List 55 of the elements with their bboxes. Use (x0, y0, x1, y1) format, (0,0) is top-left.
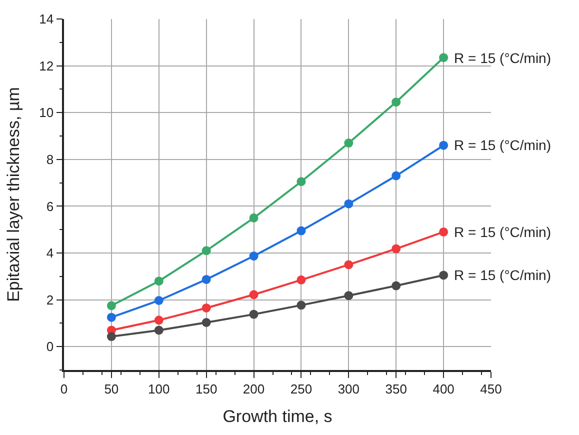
y-tick-label: 14 (39, 12, 54, 27)
y-tick-label: 12 (39, 58, 54, 74)
x-tick-label: 200 (242, 381, 265, 396)
point (202, 303, 211, 312)
point (344, 291, 354, 300)
point (296, 275, 306, 284)
x-tick-label: 50 (104, 381, 119, 396)
series-label: R = 15 (°C/min) (454, 50, 552, 66)
y-tick-label: 10 (39, 105, 54, 120)
point (392, 244, 401, 254)
point (439, 53, 448, 62)
point (106, 312, 116, 322)
point (439, 270, 448, 280)
series-label: R = 15 (°C/min) (454, 224, 552, 240)
point (439, 227, 448, 236)
point (249, 213, 258, 222)
y-tick-label: 4 (46, 246, 54, 261)
x-tick-label: 350 (385, 381, 407, 396)
y-tick-label: 6 (46, 198, 54, 214)
point (154, 326, 164, 335)
point (249, 252, 258, 261)
y-tick-label: 0 (46, 339, 54, 354)
point (344, 260, 354, 270)
x-tick-label: 0 (60, 381, 68, 396)
point (154, 316, 164, 325)
x-tick-label: 300 (338, 381, 360, 396)
y-tick-label: 2 (46, 292, 54, 308)
point (296, 226, 306, 236)
point (392, 281, 401, 290)
point (106, 301, 116, 310)
point (296, 300, 306, 310)
x-axis-title: Growth time, s (222, 407, 332, 426)
point (154, 296, 164, 305)
point (202, 246, 211, 256)
x-tick-label: 400 (432, 381, 454, 396)
point (154, 276, 164, 286)
x-tick-label: 100 (148, 381, 170, 396)
y-tick-label: 8 (46, 152, 54, 167)
point (344, 138, 354, 148)
point (202, 274, 211, 284)
point (106, 332, 116, 342)
point (392, 98, 401, 107)
y-axis-title: Epitaxial layer thickness, µm (4, 87, 24, 302)
point (249, 290, 258, 300)
x-tick-label: 450 (480, 381, 502, 396)
x-tick-label: 250 (290, 381, 312, 396)
x-tick-label: 150 (195, 381, 218, 396)
series-label: R = 15 (°C/min) (454, 267, 552, 283)
point (296, 177, 306, 186)
point (344, 199, 354, 208)
point (439, 140, 448, 150)
point (202, 318, 211, 327)
point (392, 171, 401, 180)
series-label: R = 15 (°C/min) (454, 137, 552, 153)
point (249, 310, 258, 319)
